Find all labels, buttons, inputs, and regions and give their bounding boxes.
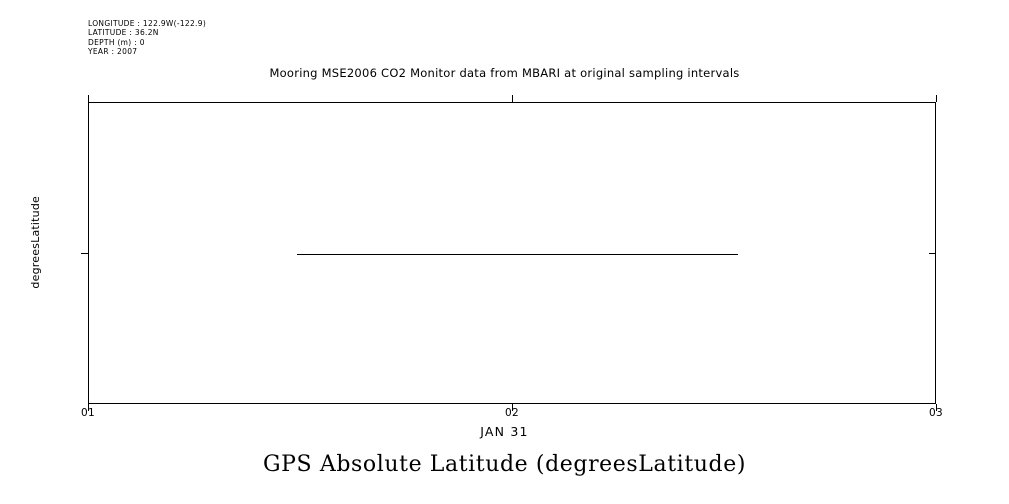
x-axis-tick-label: 02	[505, 407, 519, 419]
data-series-line	[296, 254, 738, 255]
plot-area	[88, 102, 936, 404]
y-axis-tick-mark	[929, 253, 936, 254]
y-axis-title: degreesLatitude	[29, 196, 42, 289]
metadata-line-longitude: LONGITUDE : 122.9W(-122.9)	[88, 19, 207, 28]
x-axis-tick-label: 03	[929, 407, 943, 419]
x-axis-tick-mark	[88, 95, 89, 102]
y-axis-tick-mark	[81, 253, 88, 254]
x-axis-tick-mark	[512, 95, 513, 102]
figure-caption: GPS Absolute Latitude (degreesLatitude)	[262, 452, 747, 477]
x-axis-title: JAN 31	[480, 424, 529, 439]
metadata-block: LONGITUDE : 122.9W(-122.9) LATITUDE : 36…	[88, 19, 206, 57]
metadata-line-depth: DEPTH (m) : 0	[88, 37, 145, 47]
x-axis-tick-label: 01	[81, 407, 95, 419]
x-axis-tick-mark	[936, 404, 937, 411]
x-axis-tick-mark	[88, 404, 89, 411]
chart-title: Mooring MSE2006 CO2 Monitor data from MB…	[269, 66, 740, 80]
metadata-line-latitude: LATITUDE : 36.2N	[88, 28, 159, 38]
x-axis-tick-mark	[936, 95, 937, 102]
x-axis-tick-mark	[512, 404, 513, 411]
metadata-line-year: YEAR : 2007	[88, 47, 138, 57]
